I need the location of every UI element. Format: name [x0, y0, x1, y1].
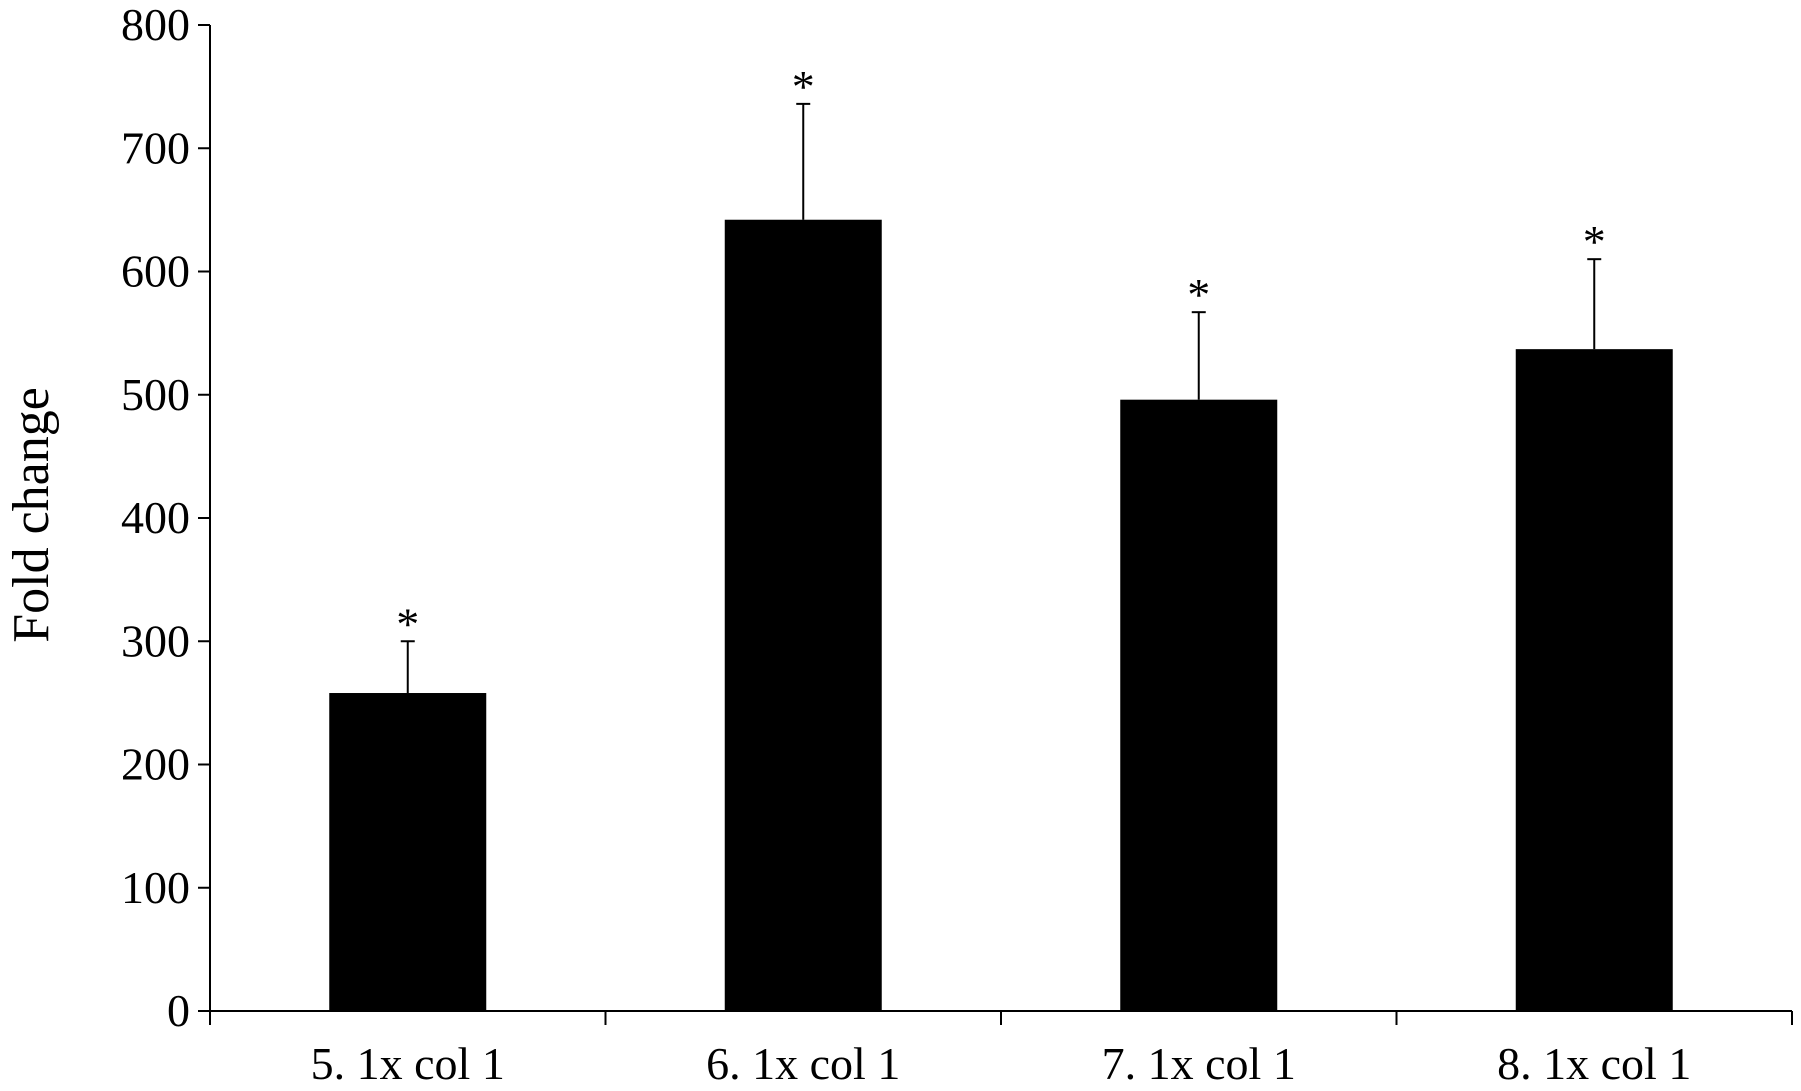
x-tick-label: 6. 1x col 1 — [706, 1038, 900, 1089]
y-tick-label: 600 — [121, 246, 190, 297]
y-tick-label: 300 — [121, 615, 190, 666]
bar — [329, 693, 487, 1011]
significance-marker: * — [792, 61, 815, 112]
y-tick-label: 500 — [121, 369, 190, 420]
y-tick-label: 100 — [121, 862, 190, 913]
y-tick-label: 700 — [121, 122, 190, 173]
bar — [1515, 349, 1673, 1012]
bars — [329, 102, 1673, 1012]
significance-marker: * — [1187, 269, 1210, 320]
significance-marker: * — [1583, 216, 1606, 267]
y-tick-label: 800 — [121, 0, 190, 50]
y-tick-label: 400 — [121, 492, 190, 543]
significance-marker: * — [396, 598, 419, 649]
bar — [1120, 399, 1278, 1011]
y-tick-label: 200 — [121, 739, 190, 790]
x-tick-label: 5. 1x col 1 — [311, 1038, 505, 1089]
x-tick-label: 7. 1x col 1 — [1102, 1038, 1296, 1089]
y-axis-title: Fold change — [3, 387, 60, 643]
x-tick-label: 8. 1x col 1 — [1497, 1038, 1691, 1089]
bar — [724, 219, 882, 1012]
labels: 0 100 200 300 400 500 600 700 800 * 5. 1x col 1 * 6.… — [121, 0, 1691, 1089]
y-tick-label: 0 — [167, 985, 190, 1036]
